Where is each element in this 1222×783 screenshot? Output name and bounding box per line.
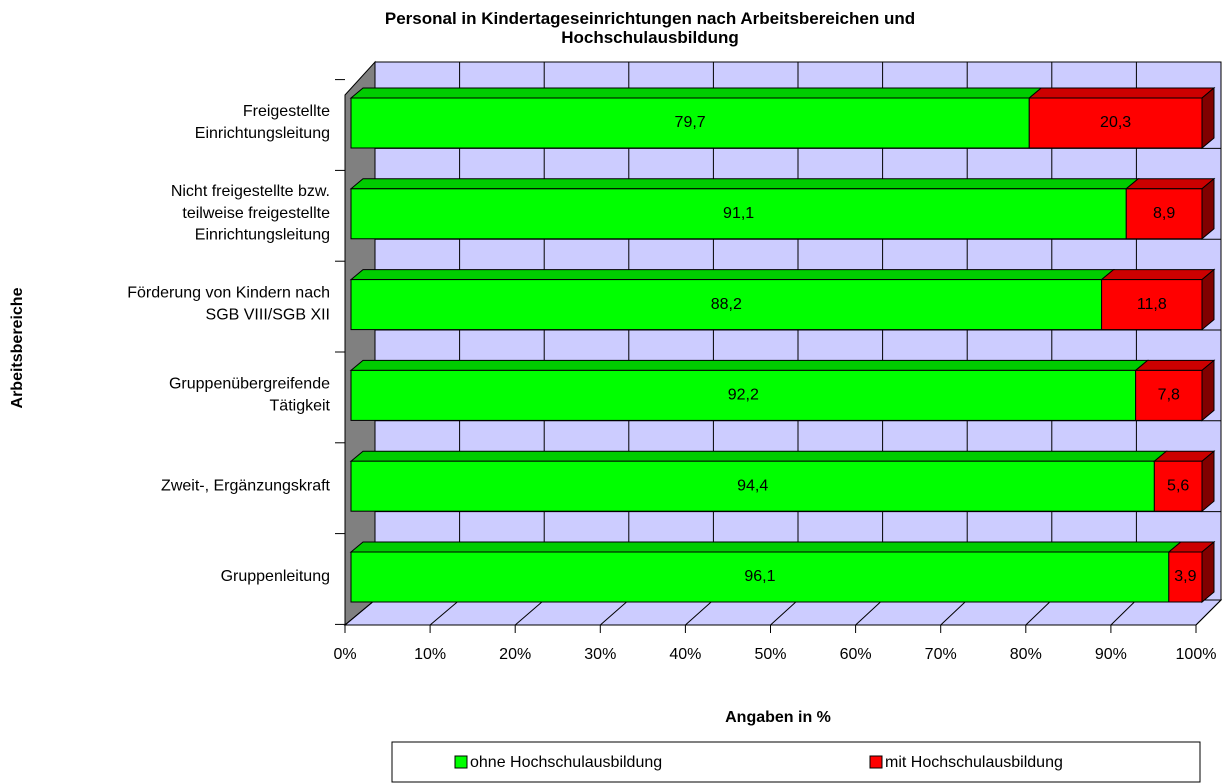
- bar-top: [349, 450, 1168, 462]
- floor-grid-line: [344, 599, 376, 626]
- value-label: 11,8: [1137, 296, 1167, 313]
- y-tick-label: Gruppenübergreifende Tätigkeit: [169, 376, 331, 415]
- bar: [350, 460, 1155, 512]
- y-tick-label: Förderung von Kindern nach SGB VIII/SGB X…: [127, 285, 330, 324]
- bar-side: [1201, 268, 1215, 331]
- y-tick-label: Zweit-, Ergänzungskraft: [161, 477, 331, 494]
- y-axis-label: Arbeitsbereiche: [9, 287, 26, 408]
- x-tick-label: 20%: [499, 646, 531, 663]
- floor-grid-line: [599, 599, 630, 626]
- bar-top: [1124, 178, 1216, 190]
- bar: [350, 188, 1127, 240]
- bar: [1135, 369, 1203, 421]
- bar-side: [1201, 450, 1215, 513]
- bar-top: [349, 87, 1043, 99]
- value-label: 8,9: [1153, 205, 1175, 222]
- y-tick-label: Gruppenleitung: [221, 568, 330, 585]
- floor-grid-line: [770, 599, 799, 626]
- bar-top: [1134, 359, 1216, 371]
- x-tick-label: 0%: [333, 646, 356, 663]
- legend-swatch: [454, 755, 468, 769]
- x-axis-label: Angaben in %: [725, 709, 831, 726]
- bar: [1028, 97, 1203, 149]
- value-label: 79,7: [675, 114, 706, 131]
- x-tick-label: 70%: [925, 646, 957, 663]
- x-tick-label: 60%: [840, 646, 872, 663]
- x-tick-label: 80%: [1010, 646, 1042, 663]
- legend-label: mit Hochschulausbildung: [885, 754, 1063, 771]
- legend-swatch: [869, 755, 883, 769]
- value-label: 7,8: [1158, 387, 1180, 404]
- x-tick-label: 100%: [1176, 646, 1217, 663]
- floor-grid-line: [429, 599, 460, 626]
- value-label: 5,6: [1167, 477, 1189, 494]
- bars: 79,7 20,3 91,1 8,9 88,2 11,8 92,2 7,8 94,4 5,6 96,…: [349, 86, 1216, 604]
- x-tick-label: 50%: [754, 646, 786, 663]
- bar: [350, 97, 1030, 149]
- legend: [391, 741, 1201, 783]
- y-tick-label: Freigestellte Einrichtungsleitung: [195, 103, 330, 142]
- bar-side: [1201, 177, 1215, 240]
- bar-top: [1100, 269, 1216, 281]
- bar-side: [1201, 540, 1215, 604]
- legend-label: ohne Hochschulausbildung: [470, 754, 662, 771]
- bar-top: [349, 178, 1140, 190]
- value-label: 20,3: [1100, 114, 1131, 131]
- x-tick-label: 40%: [669, 646, 701, 663]
- floor-grid-line: [1195, 599, 1222, 626]
- value-label: 88,2: [711, 296, 742, 313]
- value-label: 3,9: [1174, 568, 1196, 585]
- x-tick-label: 10%: [414, 646, 446, 663]
- floor-grid-line: [855, 599, 883, 626]
- floor-grid-line: [514, 599, 545, 626]
- x-tick-label: 90%: [1095, 646, 1127, 663]
- chart-title: Personal in Kindertageseinrichtungen nac…: [385, 9, 915, 47]
- value-label: 91,1: [723, 205, 754, 222]
- value-label: 92,2: [728, 387, 759, 404]
- bar-top: [349, 269, 1115, 281]
- y-tick-label: Nicht freigestellte bzw. teilweise freige…: [171, 183, 330, 244]
- x-tick-label: 30%: [584, 646, 616, 663]
- bar-side: [1201, 359, 1215, 422]
- bar-side: [1201, 86, 1215, 150]
- floor-grid-line: [1025, 599, 1053, 626]
- bar-top: [349, 541, 1183, 553]
- value-label: 94,4: [737, 477, 768, 494]
- bar-top: [1027, 87, 1216, 99]
- floor-grid-line: [685, 599, 714, 626]
- floor: [343, 599, 1222, 626]
- bar: [1168, 551, 1203, 603]
- bar: [350, 551, 1170, 603]
- bar: [1101, 279, 1203, 331]
- bar-top: [349, 359, 1150, 371]
- bar: [1125, 188, 1203, 240]
- bar: [350, 279, 1103, 331]
- value-label: 96,1: [744, 568, 775, 585]
- floor-grid-line: [940, 599, 968, 626]
- floor-grid-line: [1110, 599, 1137, 626]
